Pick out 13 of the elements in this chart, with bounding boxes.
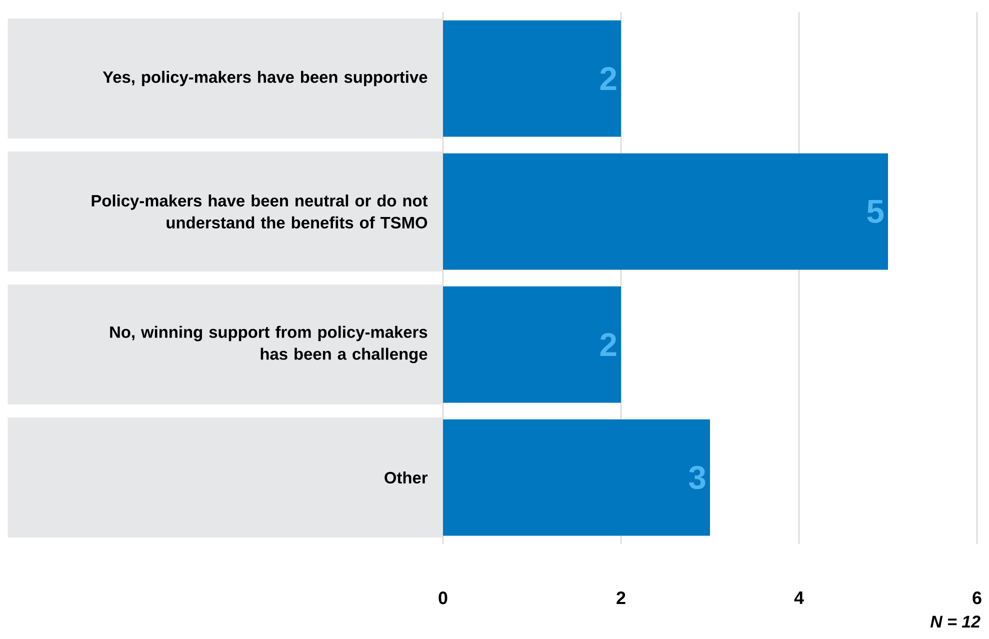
text: N = 12 [930, 616, 980, 628]
y-tick-label: Yes, policy-makers have been supportive [102, 70, 428, 86]
data-label: 5 [867, 200, 884, 223]
x-tick-label: 4 [794, 592, 804, 604]
y-tick-label: No, winning support from policy-makers has been a challenge [110, 326, 428, 364]
x-tick-label: 0 [438, 592, 448, 604]
data-label: 2 [600, 333, 616, 356]
y-tick-label: Other [384, 471, 428, 484]
x-tick-label: 2 [616, 592, 626, 604]
x-tick-label: 6 [972, 592, 982, 604]
data-label: 2 [600, 67, 616, 90]
y-tick-label: Policy-makers have been neutral or do not understand the benefits of TSMO [92, 194, 428, 228]
data-label: 3 [688, 466, 706, 490]
